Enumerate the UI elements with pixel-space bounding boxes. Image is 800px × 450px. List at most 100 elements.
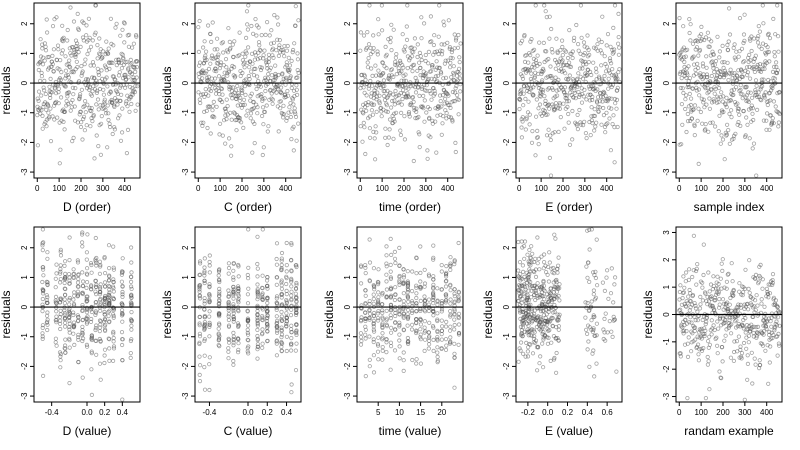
data-point <box>36 98 41 104</box>
data-point <box>76 332 81 337</box>
data-point <box>704 65 709 70</box>
data-point <box>456 298 461 304</box>
data-point <box>384 272 389 277</box>
data-point <box>255 327 260 332</box>
data-point <box>266 56 272 61</box>
data-point <box>268 41 274 46</box>
x-tick-label: 0.0 <box>242 408 254 417</box>
y-tick-label: -3 <box>662 392 671 400</box>
data-point <box>49 90 55 95</box>
data-point <box>388 315 394 321</box>
data-point <box>452 341 457 346</box>
data-point <box>720 99 725 104</box>
data-point <box>570 108 575 114</box>
data-point <box>62 127 67 132</box>
data-point <box>552 232 557 237</box>
data-point <box>442 96 448 102</box>
data-point <box>418 286 423 291</box>
data-point <box>394 51 399 57</box>
data-point <box>604 122 609 127</box>
data-point <box>246 338 251 343</box>
data-point <box>393 320 398 325</box>
data-point <box>388 39 393 45</box>
data-point <box>260 105 266 110</box>
data-point <box>429 39 434 44</box>
data-point <box>93 30 98 35</box>
data-point <box>115 91 121 97</box>
data-point <box>75 41 80 46</box>
data-point <box>602 330 607 335</box>
data-point <box>445 58 450 63</box>
data-point <box>590 94 595 100</box>
x-tick-label: 0.4 <box>281 408 293 417</box>
data-point <box>97 328 102 334</box>
data-point <box>745 70 751 75</box>
data-point <box>93 325 99 331</box>
data-point <box>284 311 289 316</box>
data-point <box>362 74 367 79</box>
data-point <box>533 153 538 158</box>
data-point <box>135 59 140 64</box>
data-point <box>129 260 134 265</box>
data-point <box>84 250 90 255</box>
data-point <box>80 283 86 288</box>
data-point <box>361 120 366 126</box>
data-point <box>557 282 562 287</box>
data-point <box>384 52 389 57</box>
data-point <box>259 65 264 70</box>
data-point <box>214 69 219 74</box>
data-point <box>96 144 101 149</box>
data-point <box>767 360 772 365</box>
data-point <box>202 270 207 275</box>
y-tick-label: -2 <box>343 362 352 370</box>
data-point <box>384 261 389 266</box>
data-point <box>255 333 260 339</box>
data-point <box>615 85 620 90</box>
data-point <box>294 341 299 346</box>
data-point <box>749 325 755 330</box>
data-point <box>594 70 599 75</box>
data-point <box>278 106 283 111</box>
data-point <box>773 60 779 65</box>
data-point <box>422 348 427 353</box>
data-point <box>583 315 588 320</box>
data-point <box>257 43 262 48</box>
data-point <box>216 342 221 348</box>
data-point <box>685 395 690 401</box>
data-point <box>284 297 289 303</box>
data-point <box>401 267 406 272</box>
data-point <box>80 230 85 235</box>
data-point <box>428 135 433 140</box>
data-point <box>678 307 683 312</box>
data-point <box>79 120 84 125</box>
data-point <box>284 300 289 306</box>
data-point <box>534 97 539 102</box>
data-point <box>681 90 686 96</box>
data-point <box>411 158 416 164</box>
data-point <box>95 56 100 61</box>
data-point <box>558 115 563 120</box>
data-point <box>101 49 106 54</box>
data-point <box>450 56 455 61</box>
data-point <box>755 62 760 68</box>
data-point <box>718 69 724 75</box>
data-point <box>389 47 394 53</box>
data-point <box>57 321 63 326</box>
data-point <box>370 73 375 79</box>
data-point <box>418 298 423 303</box>
data-point <box>584 73 590 78</box>
data-point <box>529 140 535 145</box>
data-point <box>274 262 279 267</box>
data-point <box>414 291 419 296</box>
data-point <box>40 113 45 119</box>
data-point <box>231 290 236 295</box>
data-point <box>443 298 448 303</box>
data-point <box>767 59 772 64</box>
data-point <box>588 133 593 138</box>
data-point <box>586 260 591 265</box>
data-point <box>727 71 732 76</box>
data-point <box>404 37 410 43</box>
data-point <box>522 256 527 261</box>
